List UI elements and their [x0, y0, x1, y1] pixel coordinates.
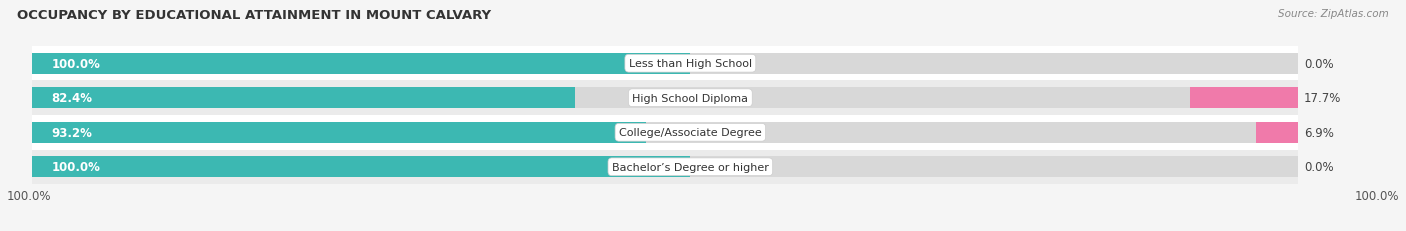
Text: 6.9%: 6.9%: [1305, 126, 1334, 139]
Text: Source: ZipAtlas.com: Source: ZipAtlas.com: [1278, 9, 1389, 19]
Text: 82.4%: 82.4%: [52, 92, 93, 105]
Bar: [32, 122, 645, 143]
Text: 93.2%: 93.2%: [52, 126, 93, 139]
Text: 100.0%: 100.0%: [7, 189, 52, 202]
Bar: [32, 53, 1298, 75]
Bar: [32, 53, 690, 75]
Bar: [1191, 88, 1298, 109]
Text: OCCUPANCY BY EDUCATIONAL ATTAINMENT IN MOUNT CALVARY: OCCUPANCY BY EDUCATIONAL ATTAINMENT IN M…: [17, 9, 491, 22]
Bar: [32, 122, 1298, 143]
Text: High School Diploma: High School Diploma: [633, 93, 748, 103]
Text: 100.0%: 100.0%: [52, 58, 100, 70]
Text: Bachelor’s Degree or higher: Bachelor’s Degree or higher: [612, 162, 769, 172]
Text: 100.0%: 100.0%: [1354, 189, 1399, 202]
Bar: [32, 150, 1298, 184]
Bar: [32, 81, 1298, 116]
Text: College/Associate Degree: College/Associate Degree: [619, 128, 762, 138]
Text: 100.0%: 100.0%: [52, 161, 100, 173]
Bar: [32, 47, 1298, 81]
Text: 17.7%: 17.7%: [1305, 92, 1341, 105]
Bar: [32, 156, 1298, 178]
Bar: [1256, 122, 1298, 143]
Bar: [32, 156, 690, 178]
Text: 0.0%: 0.0%: [1305, 58, 1334, 70]
Text: Less than High School: Less than High School: [628, 59, 752, 69]
Bar: [32, 88, 575, 109]
Bar: [32, 116, 1298, 150]
Bar: [32, 88, 1298, 109]
Text: 0.0%: 0.0%: [1305, 161, 1334, 173]
